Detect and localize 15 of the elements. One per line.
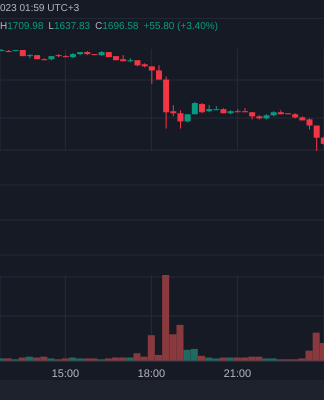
text: C1696.58	[95, 21, 138, 32]
candlestick	[156, 64, 162, 80]
text: 023 01:59 UTC+3	[0, 3, 80, 14]
text: +55.80 (+3.40%)	[144, 21, 218, 32]
bar	[26, 356, 33, 361]
text: H1709.98	[0, 21, 44, 32]
candlestick	[198, 102, 205, 114]
text: L1637.83	[48, 21, 90, 32]
x-tick-label: 15:00	[52, 368, 80, 380]
x-tick-label: 18:00	[138, 368, 166, 380]
candlestick	[314, 125, 320, 151]
x-tick-label: 21:00	[224, 368, 252, 380]
candlestick	[177, 110, 184, 130]
candlestick	[192, 102, 198, 115]
candlestick	[148, 66, 155, 84]
